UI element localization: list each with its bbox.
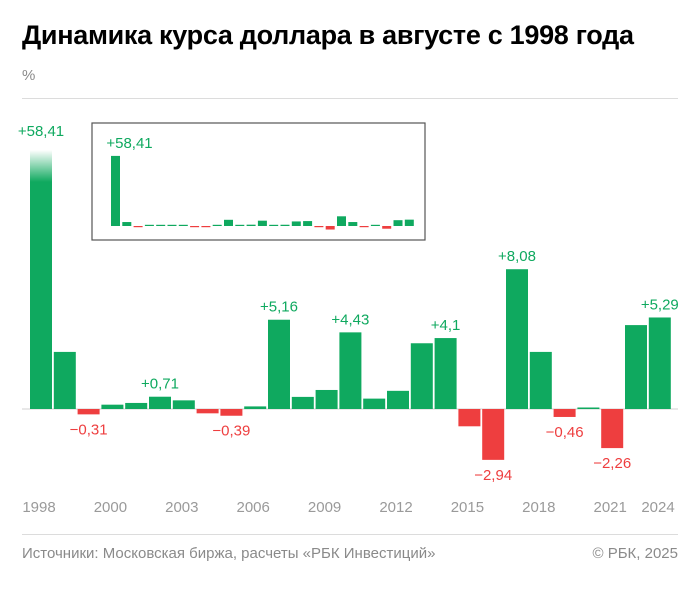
bar-2024 xyxy=(648,317,671,409)
value-label: +5,29 xyxy=(641,296,679,313)
inset-bar-2019 xyxy=(348,222,358,226)
bar-2002 xyxy=(125,402,148,409)
inset-bar-2003 xyxy=(167,224,177,226)
inset-bar-2005 xyxy=(190,226,200,228)
inset-bar-2006 xyxy=(201,226,211,228)
inset-chart: +58,41 xyxy=(91,122,426,241)
inset-bar-2015 xyxy=(303,221,313,226)
x-tick-label: 2000 xyxy=(94,499,127,516)
bar-2008 xyxy=(268,319,290,409)
x-tick-label: 2015 xyxy=(451,499,484,516)
inset-bar-2012 xyxy=(269,224,279,226)
value-label: −2,26 xyxy=(593,455,631,472)
bar-2005 xyxy=(196,409,219,414)
x-tick-label: 2018 xyxy=(522,499,555,516)
x-tick-label: 2012 xyxy=(379,499,412,516)
value-label: −0,31 xyxy=(70,421,108,438)
value-labels-layer: +58,41 −0,31 +0,71 −0,39 +5,16 +4,43 +4,1 −2,94… xyxy=(18,123,679,484)
inset-bar-2000 xyxy=(133,226,143,228)
x-tick-label: 2009 xyxy=(308,499,341,516)
x-tick-label: 2003 xyxy=(165,499,198,516)
bar-2010 xyxy=(315,389,338,409)
bar-2021 xyxy=(577,407,600,409)
bar-2018 xyxy=(506,269,528,409)
inset-value-label: +58,41 xyxy=(106,135,152,152)
bar-2003 xyxy=(149,396,171,409)
bar-2014 xyxy=(410,343,433,409)
value-label: +0,71 xyxy=(141,376,179,393)
bar-2011 xyxy=(339,332,362,409)
inset-bar-2011 xyxy=(257,220,267,226)
bar-1998 xyxy=(30,150,52,409)
bar-2001 xyxy=(101,404,124,409)
inset-bar-2002 xyxy=(156,224,166,226)
bar-2019 xyxy=(529,351,552,409)
bar-2022 xyxy=(601,409,624,449)
inset-bar-2004 xyxy=(178,224,188,226)
inset-bar-2007 xyxy=(212,224,222,226)
inset-bar-2013 xyxy=(280,224,290,226)
bars-layer xyxy=(22,150,678,460)
bar-2020 xyxy=(553,409,576,417)
bar-2009 xyxy=(291,396,314,409)
copyright: © РБК, 2025 xyxy=(592,545,678,562)
value-label: −2,94 xyxy=(474,467,512,484)
inset-bar-1998 xyxy=(111,155,120,226)
value-label: +4,43 xyxy=(331,311,369,328)
x-tick-label: 2006 xyxy=(237,499,270,516)
inset-bar-2010 xyxy=(246,224,256,226)
bar-2000 xyxy=(77,409,100,415)
bar-2015 xyxy=(434,338,457,409)
inset-bar-2016 xyxy=(314,226,324,228)
inset-bar-2023 xyxy=(393,220,403,226)
value-label: +8,08 xyxy=(498,248,536,265)
inset-bar-2021 xyxy=(370,224,380,226)
bar-2012 xyxy=(363,398,386,409)
inset-bar-2014 xyxy=(291,221,301,226)
x-axis-ticks: 1998 2000 2003 2006 2009 2012 2015 2018 2021 2024 xyxy=(22,499,674,516)
inset-bar-2024 xyxy=(404,219,414,226)
inset-bar-2017 xyxy=(325,226,335,230)
bar-truncation-fade xyxy=(30,150,52,182)
source-note: Источники: Московская биржа, расчеты «РБ… xyxy=(22,545,436,562)
bar-2023 xyxy=(625,325,647,409)
inset-bar-2009 xyxy=(235,224,245,226)
chart-title: Динамика курса доллара в августе с 1998 … xyxy=(22,20,634,50)
x-tick-label: 1998 xyxy=(22,499,55,516)
value-label: −0,39 xyxy=(212,423,250,440)
inset-bar-2008 xyxy=(224,219,233,226)
inset-bar-2020 xyxy=(359,226,369,228)
value-label: +4,1 xyxy=(431,317,461,334)
x-tick-label: 2021 xyxy=(594,499,627,516)
value-label: +58,41 xyxy=(18,123,64,140)
bar-2007 xyxy=(244,406,267,409)
value-label: −0,46 xyxy=(546,424,584,441)
bottom-divider xyxy=(22,534,678,535)
top-divider xyxy=(22,98,678,99)
bar-2004 xyxy=(172,400,195,409)
bar-2006 xyxy=(220,409,243,416)
inset-bar-1999 xyxy=(122,222,132,226)
value-label: +5,16 xyxy=(260,299,298,316)
x-tick-label: 2024 xyxy=(641,499,674,516)
inset-frame xyxy=(91,122,426,241)
y-unit-label: % xyxy=(22,67,36,84)
inset-bar-2018 xyxy=(337,216,346,226)
inset-bar-2001 xyxy=(144,224,154,226)
bar-2017 xyxy=(482,409,505,460)
bar-2016 xyxy=(458,409,481,427)
inset-bar-2022 xyxy=(382,226,392,229)
bar-2013 xyxy=(387,390,409,409)
bar-1999 xyxy=(53,351,76,409)
